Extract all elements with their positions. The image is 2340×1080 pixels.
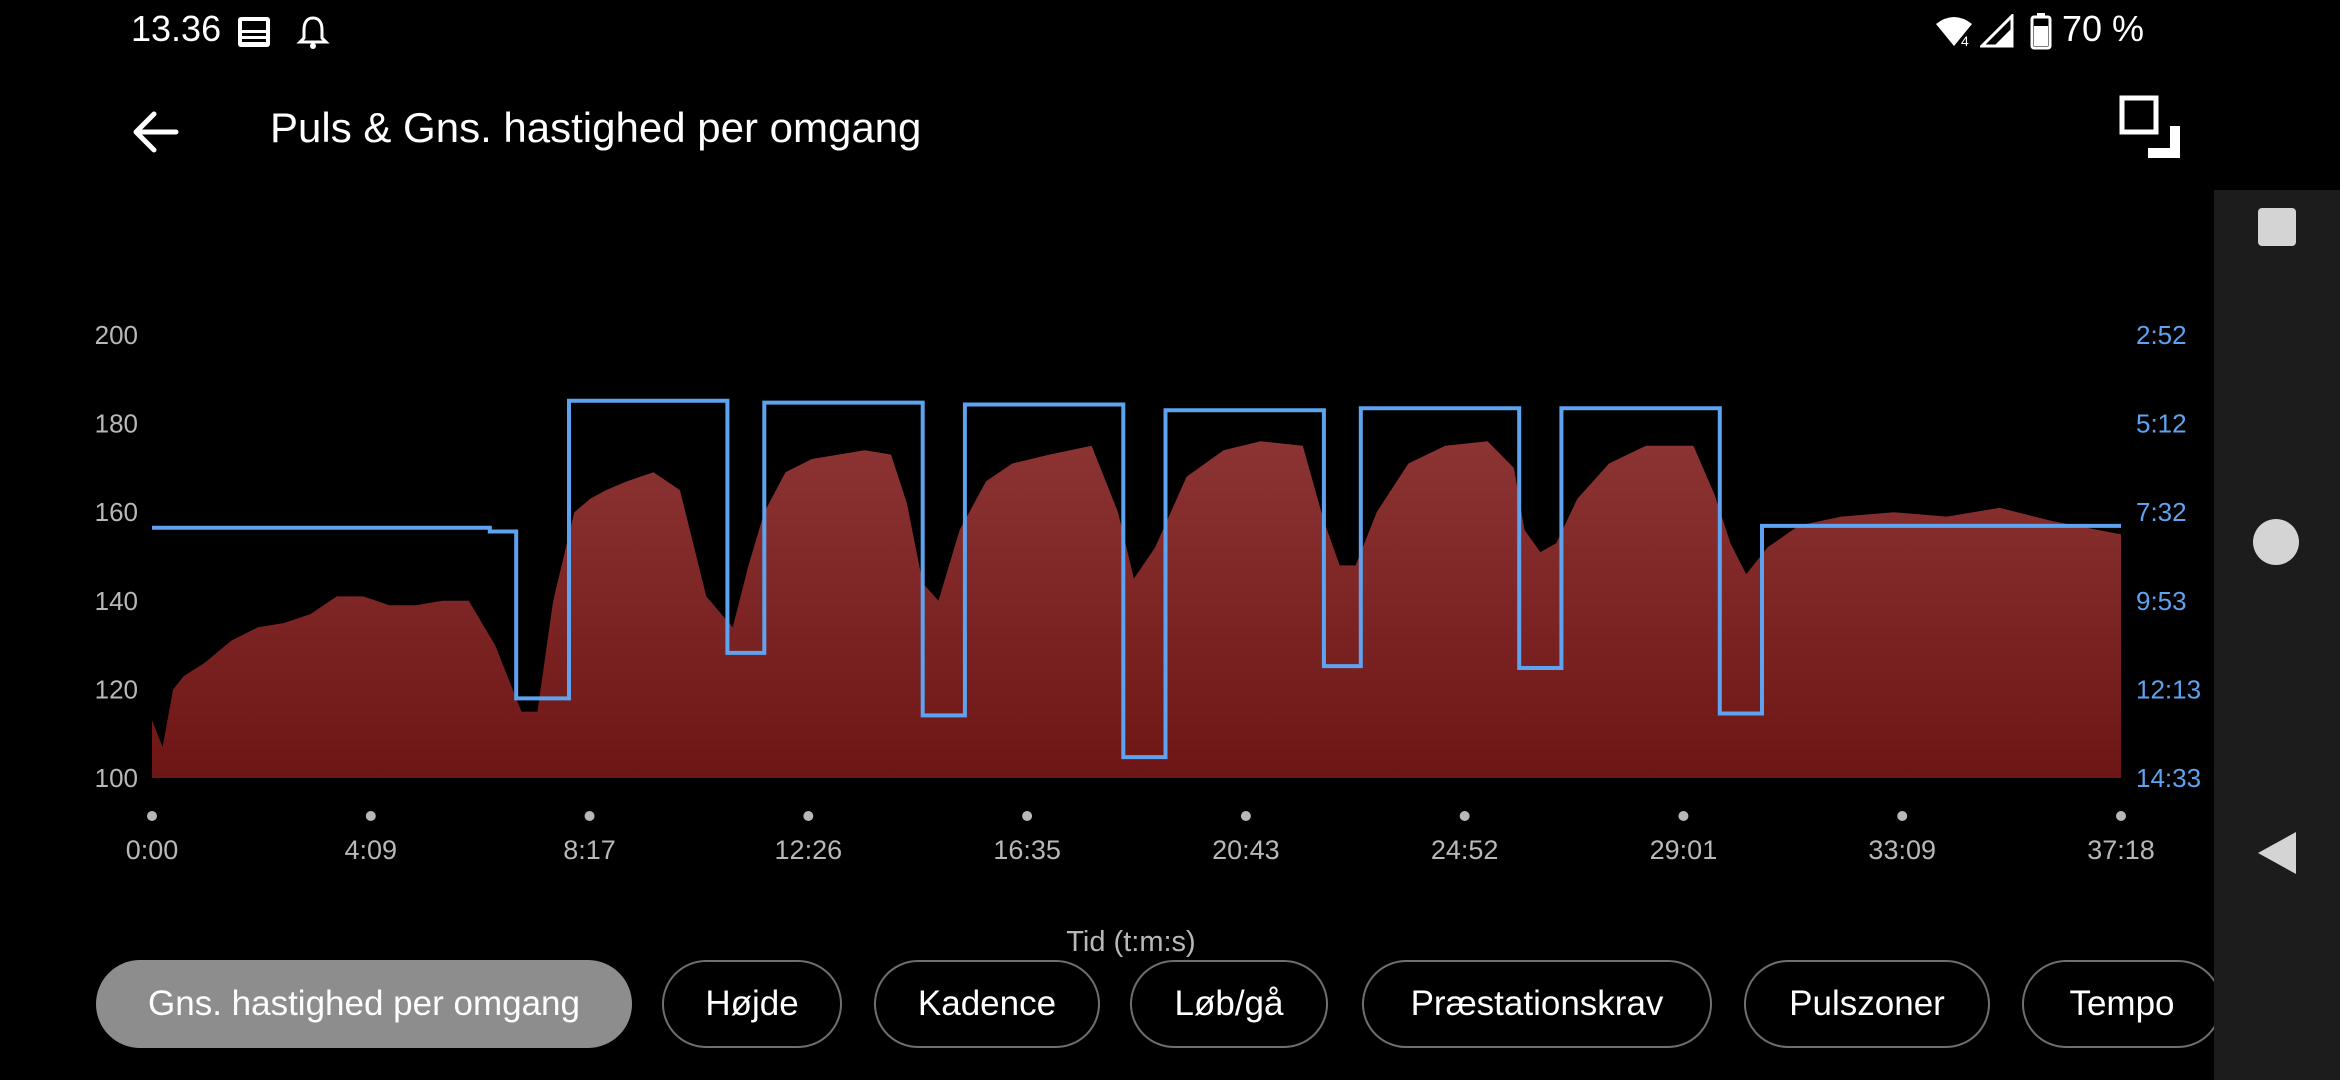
right-axis-tick-label: 9:53 (2136, 586, 2187, 616)
right-axis: 14:33 12:13 9:53 7:32 5:12 2:52 (2136, 320, 2201, 793)
heart-rate-area-layer (152, 441, 2121, 778)
chip-pace[interactable]: Tempo (2022, 960, 2216, 1048)
x-axis-tick-dot (1459, 811, 1470, 821)
x-axis-tick-dot (1678, 811, 1689, 821)
chip-performance-condition[interactable]: Præstationskrav (1362, 960, 1712, 1048)
system-nav-bar-top (2214, 0, 2340, 190)
home-icon (2253, 519, 2299, 565)
x-axis-tick-label: 24:52 (1431, 835, 1499, 865)
page-title: Puls & Gns. hastighed per omgang (270, 104, 922, 151)
filter-chips: Gns. hastighed per omgang Højde Kadence … (96, 960, 2216, 1056)
x-axis-tick-dot (365, 811, 376, 821)
x-axis-tick-label: 8:17 (563, 835, 616, 865)
chart: 100 120 140 160 180 200 14:33 12:13 9:53 7:32 5:1… (95, 320, 2201, 958)
fullscreen-toggle-icon (2119, 95, 2180, 158)
left-axis-tick-label: 160 (95, 497, 138, 527)
x-axis-tick-label: 4:09 (344, 835, 397, 865)
left-axis-tick-label: 180 (95, 409, 138, 439)
left-axis-tick-label: 140 (95, 586, 138, 616)
x-axis-tick-dot (2116, 811, 2126, 821)
left-axis-tick-label: 120 (95, 674, 138, 704)
svg-text:4: 4 (1961, 33, 1969, 48)
x-axis-tick-dot (803, 811, 814, 821)
left-axis-tick-label: 200 (95, 320, 138, 350)
right-axis-tick-label: 12:13 (2136, 674, 2201, 704)
x-axis: 0:00 4:09 8:17 12:26 16:35 20:43 24:52 29:01 33:… (126, 811, 2155, 865)
recent-apps-button[interactable] (2256, 206, 2298, 248)
x-axis-tick-label: 29:01 (1650, 835, 1718, 865)
x-axis-tick-dot (1240, 811, 1251, 821)
recent-apps-icon (2258, 208, 2296, 246)
right-axis-tick-label: 7:32 (2136, 497, 2187, 527)
message-icon (238, 17, 270, 47)
x-axis-tick-label: 16:35 (993, 835, 1061, 865)
x-axis-tick-dot (584, 811, 595, 821)
wifi-icon: 4 (1936, 17, 1972, 48)
x-axis-tick-dot (1022, 811, 1033, 821)
heart-rate-area (152, 441, 2121, 778)
alarm-bell-icon (296, 16, 330, 49)
chip-hr-zones[interactable]: Pulszoner (1744, 960, 1990, 1048)
x-axis-tick-label: 37:18 (2087, 835, 2155, 865)
back-button[interactable] (118, 94, 194, 170)
x-axis-tick-dot (1897, 811, 1908, 821)
status-time: 13.36 (131, 8, 222, 49)
x-axis-tick-label: 0:00 (126, 835, 179, 865)
x-axis-tick-label: 20:43 (1212, 835, 1280, 865)
left-axis: 100 120 140 160 180 200 (95, 320, 138, 793)
x-axis-tick-dot (147, 811, 157, 821)
right-axis-tick-label: 2:52 (2136, 320, 2187, 350)
pace-line-layer (152, 398, 2121, 760)
chip-cadence[interactable]: Kadence (874, 960, 1100, 1048)
fullscreen-button[interactable] (2112, 90, 2188, 166)
chip-avg-speed-per-lap[interactable]: Gns. hastighed per omgang (96, 960, 632, 1048)
right-axis-tick-label: 5:12 (2136, 409, 2187, 439)
back-nav-button[interactable] (2256, 830, 2298, 881)
chip-run-walk[interactable]: Løb/gå (1130, 960, 1328, 1048)
left-axis-tick-label: 100 (95, 763, 138, 793)
x-axis-tick-label: 33:09 (1868, 835, 1936, 865)
app-bar: Puls & Gns. hastighed per omgang (0, 70, 2214, 190)
x-axis-tick-label: 12:26 (775, 835, 843, 865)
x-axis-label: Tid (t:m:s) (1066, 926, 1195, 958)
status-bar: 13.36 4 70 % (0, 0, 2214, 64)
right-axis-tick-label: 14:33 (2136, 763, 2201, 793)
chip-elevation[interactable]: Højde (662, 960, 842, 1048)
pace-step-line (152, 398, 2121, 760)
battery-percentage: 70 % (2062, 8, 2145, 49)
signal-icon (1980, 14, 2014, 48)
home-button[interactable] (2252, 518, 2300, 566)
back-triangle-icon (2258, 832, 2296, 874)
battery-icon (2030, 13, 2052, 50)
arrow-left-icon (133, 111, 179, 153)
